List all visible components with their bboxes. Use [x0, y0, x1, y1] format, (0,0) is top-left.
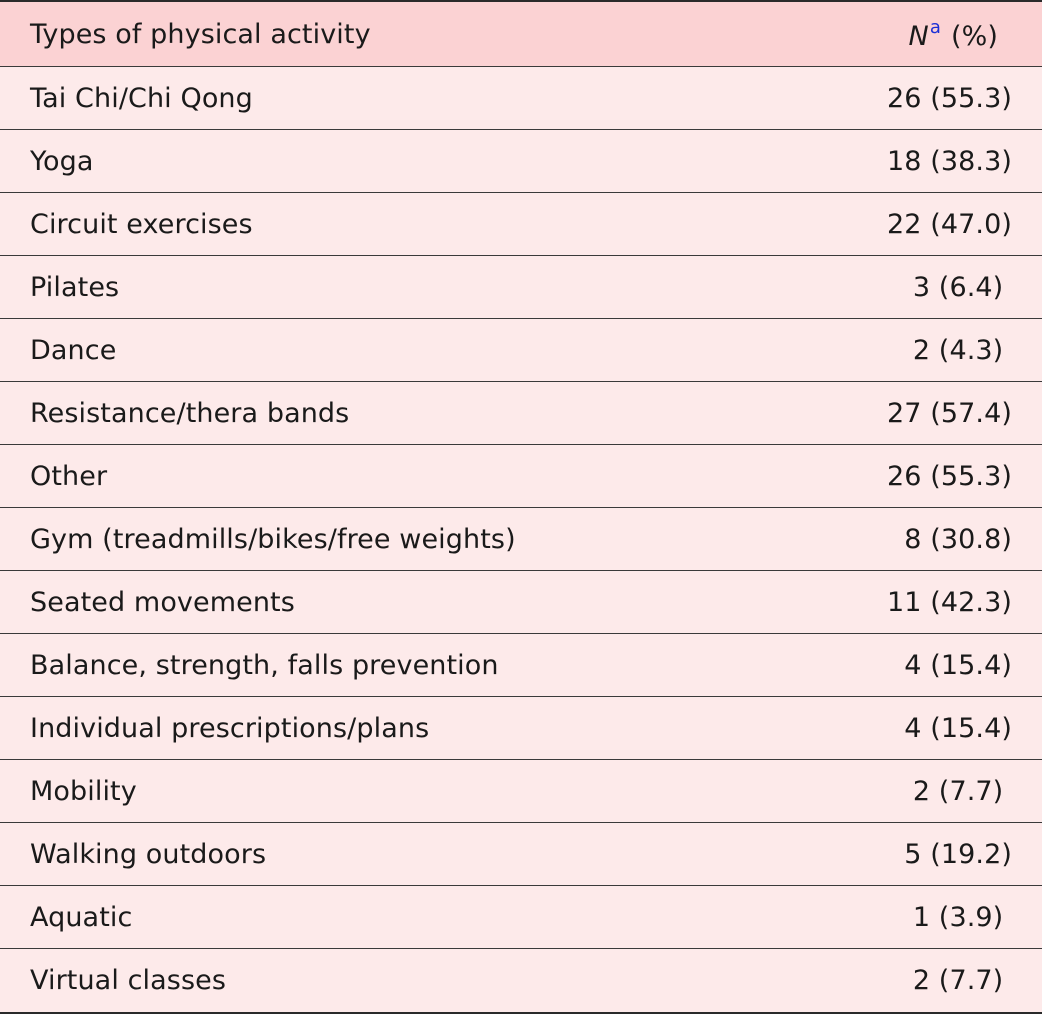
activity-label: Walking outdoors	[30, 838, 267, 870]
table-row: Individual prescriptions/plans 4 (15.4)	[0, 697, 1042, 760]
table-row: Resistance/thera bands 27 (57.4)	[0, 382, 1042, 445]
activity-count: 5 (19.2)	[904, 838, 1012, 870]
activity-count: 2 (7.7)	[912, 775, 1012, 807]
activity-count: 18 (38.3)	[886, 145, 1012, 177]
table-row: Seated movements 11 (42.3)	[0, 571, 1042, 634]
table-row: Yoga 18 (38.3)	[0, 130, 1042, 193]
table-row: Tai Chi/Chi Qong 26 (55.3)	[0, 67, 1042, 130]
activity-label: Mobility	[30, 775, 137, 807]
activity-label: Virtual classes	[30, 965, 227, 996]
activity-count: 26 (55.3)	[886, 82, 1012, 114]
activity-label: Tai Chi/Chi Qong	[30, 82, 253, 114]
activity-label: Yoga	[30, 145, 94, 177]
activity-label: Aquatic	[30, 901, 133, 933]
header-percent: (%)	[950, 20, 998, 52]
activity-count: 11 (42.3)	[886, 586, 1012, 618]
activity-count: 2 (4.3)	[912, 334, 1012, 366]
activity-label: Gym (treadmills/bikes/free weights)	[30, 523, 516, 555]
activity-count: 3 (6.4)	[912, 271, 1012, 303]
table-row: Pilates 3 (6.4)	[0, 256, 1042, 319]
header-n: N	[908, 20, 929, 52]
activity-label: Circuit exercises	[30, 208, 253, 240]
table-row: Dance 2 (4.3)	[0, 319, 1042, 382]
activity-label: Balance, strength, falls prevention	[30, 649, 499, 681]
activity-label: Individual prescriptions/plans	[30, 712, 430, 744]
activity-label: Resistance/thera bands	[30, 397, 350, 429]
activity-count: 4 (15.4)	[904, 649, 1012, 681]
activity-count: 22 (47.0)	[886, 208, 1012, 240]
table-row: Aquatic 1 (3.9)	[0, 886, 1042, 949]
table-row: Mobility 2 (7.7)	[0, 760, 1042, 823]
footnote-a-link[interactable]: a	[929, 16, 941, 38]
activity-count: 2 (7.7)	[912, 965, 1012, 996]
header-activity-type: Types of physical activity	[30, 18, 371, 50]
table-row: Other 26 (55.3)	[0, 445, 1042, 508]
activity-label: Pilates	[30, 271, 120, 303]
table-row: Gym (treadmills/bikes/free weights) 8 (3…	[0, 508, 1042, 571]
activity-label: Seated movements	[30, 586, 295, 618]
activity-count: 26 (55.3)	[886, 460, 1012, 492]
activity-label: Dance	[30, 334, 117, 366]
table-row: Walking outdoors 5 (19.2)	[0, 823, 1042, 886]
activity-count: 4 (15.4)	[904, 712, 1012, 744]
activity-count: 8 (30.8)	[904, 523, 1012, 555]
activity-count: 27 (57.4)	[886, 397, 1012, 429]
activity-count: 1 (3.9)	[912, 901, 1012, 933]
table-header-row: Types of physical activity Na (%)	[0, 2, 1042, 67]
table-row: Balance, strength, falls prevention 4 (1…	[0, 634, 1042, 697]
header-count-percent: Na (%)	[758, 17, 1042, 52]
table-row: Circuit exercises 22 (47.0)	[0, 193, 1042, 256]
activity-label: Other	[30, 460, 108, 492]
table-row: Virtual classes 2 (7.7)	[0, 949, 1042, 1012]
